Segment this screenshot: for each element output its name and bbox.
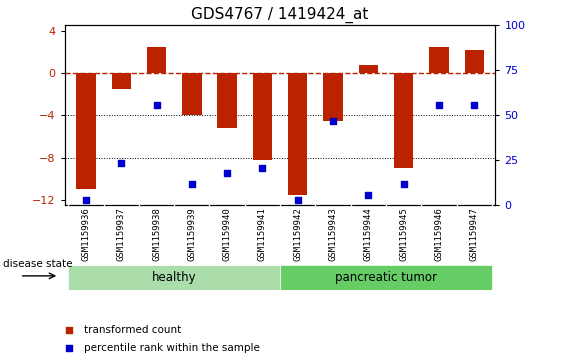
Point [435, 102, 444, 107]
Point [470, 102, 479, 107]
Bar [429, 46, 449, 73]
Point [258, 165, 267, 171]
Bar [394, 73, 413, 168]
Bar [68, 265, 280, 290]
Point [364, 192, 373, 197]
Point [65, 345, 74, 351]
Bar [76, 73, 96, 189]
Text: GSM1159942: GSM1159942 [293, 207, 302, 261]
Point [65, 327, 74, 333]
Point [222, 171, 231, 176]
Text: GSM1159938: GSM1159938 [152, 207, 161, 261]
Point [117, 160, 126, 166]
Text: percentile rank within the sample: percentile rank within the sample [84, 343, 260, 353]
Point [187, 181, 196, 187]
Point [329, 118, 338, 123]
Text: GSM1159936: GSM1159936 [82, 207, 91, 261]
Bar [280, 265, 492, 290]
Text: GSM1159941: GSM1159941 [258, 207, 267, 261]
Point [152, 102, 161, 107]
Bar [182, 73, 202, 115]
Bar [253, 73, 272, 160]
Point [82, 197, 91, 203]
Text: GSM1159945: GSM1159945 [399, 207, 408, 261]
Bar [111, 73, 131, 89]
Text: GSM1159940: GSM1159940 [222, 207, 231, 261]
Point [293, 197, 302, 203]
Bar [147, 46, 166, 73]
Text: GSM1159937: GSM1159937 [117, 207, 126, 261]
Bar [288, 73, 307, 195]
Text: transformed count: transformed count [84, 325, 181, 335]
Text: GSM1159947: GSM1159947 [470, 207, 479, 261]
Text: GSM1159943: GSM1159943 [329, 207, 338, 261]
Text: pancreatic tumor: pancreatic tumor [335, 271, 437, 284]
Text: GSM1159944: GSM1159944 [364, 207, 373, 261]
Bar [217, 73, 237, 128]
Point [399, 181, 408, 187]
Title: GDS4767 / 1419424_at: GDS4767 / 1419424_at [191, 7, 369, 23]
Text: disease state: disease state [3, 258, 72, 269]
Text: GSM1159939: GSM1159939 [187, 207, 196, 261]
Text: healthy: healthy [152, 271, 196, 284]
Bar [323, 73, 343, 121]
Bar [359, 65, 378, 73]
Bar [464, 50, 484, 73]
Text: GSM1159946: GSM1159946 [435, 207, 444, 261]
